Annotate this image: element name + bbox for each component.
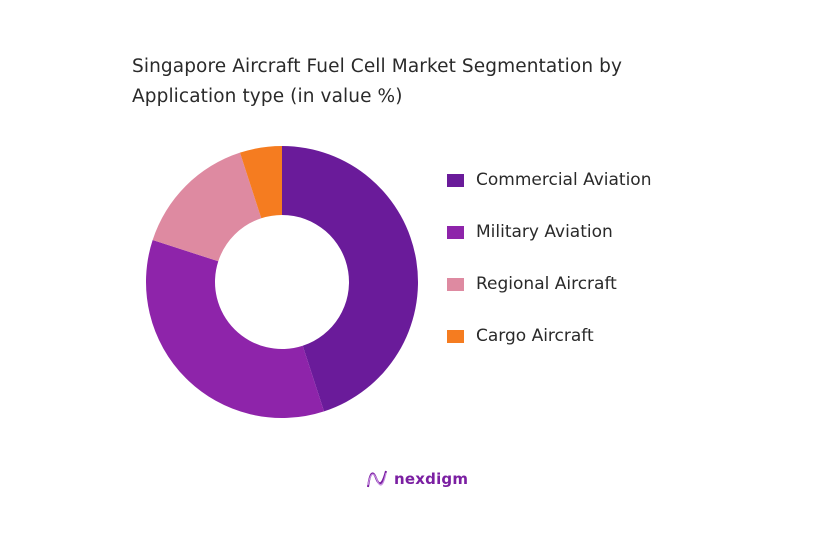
legend-item-commercial-aviation: Commercial Aviation [447, 170, 651, 190]
donut-chart [145, 146, 418, 418]
slice-commercial-aviation [282, 146, 418, 412]
nexdigm-wave-icon [367, 470, 387, 488]
slice-cargo-aircraft [239, 146, 282, 219]
legend-item-regional-aircraft: Regional Aircraft [447, 274, 617, 294]
chart-title: Singapore Aircraft Fuel Cell Market Segm… [132, 52, 732, 112]
legend-swatch [447, 173, 464, 187]
legend-label: Military Aviation [476, 222, 613, 242]
legend-swatch [447, 225, 464, 239]
donut-slices [145, 146, 418, 418]
chart-title-line-2: Application type (in value %) [132, 86, 403, 107]
legend-label: Commercial Aviation [476, 170, 652, 190]
nexdigm-logo: nexdigm [366, 468, 468, 490]
logo-text: nexdigm [394, 470, 469, 488]
legend-item-military-aviation: Military Aviation [447, 222, 613, 242]
legend-swatch [447, 277, 464, 291]
slice-regional-aircraft [152, 152, 262, 262]
legend-label: Regional Aircraft [476, 274, 617, 294]
legend-swatch [447, 329, 464, 343]
chart-title-line-1: Singapore Aircraft Fuel Cell Market Segm… [132, 56, 623, 77]
legend-item-cargo-aircraft: Cargo Aircraft [447, 326, 594, 346]
legend-label: Cargo Aircraft [476, 326, 594, 346]
slice-military-aviation [145, 239, 325, 418]
